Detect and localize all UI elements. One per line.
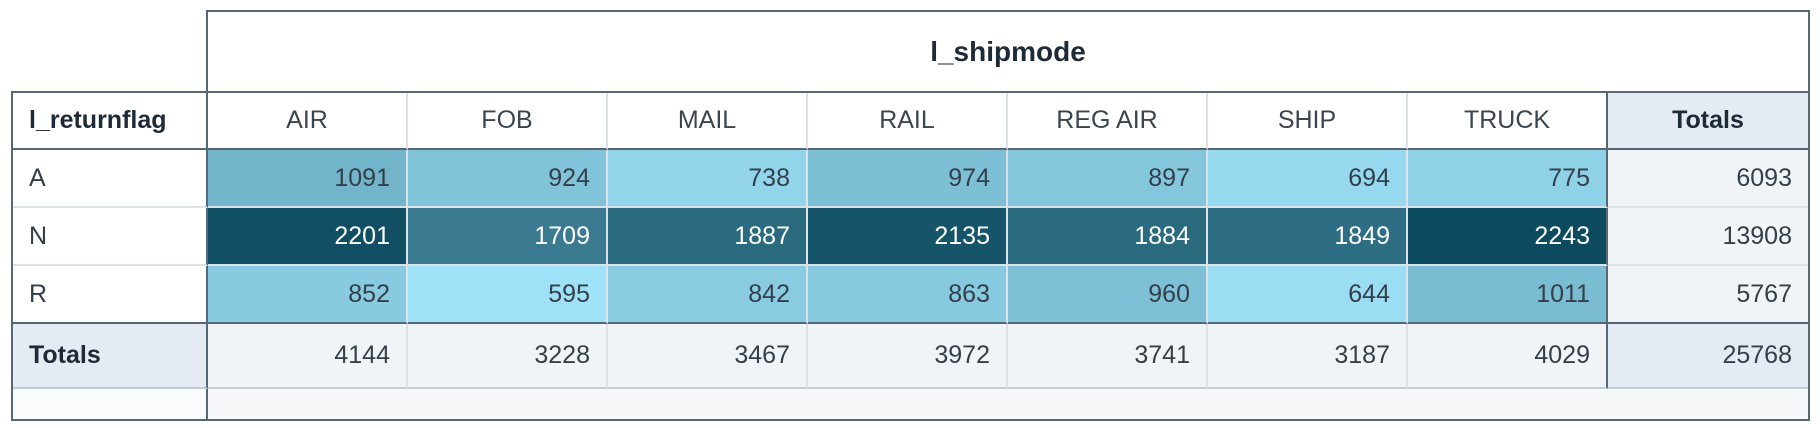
column-header-mail[interactable]: MAIL [608, 93, 808, 150]
column-total-fob[interactable]: 3228 [408, 324, 608, 389]
column-header-reg-air[interactable]: REG AIR [1008, 93, 1208, 150]
column-header-truck[interactable]: TRUCK [1408, 93, 1608, 150]
cell-r-fob[interactable]: 595 [408, 266, 608, 324]
row-header-n[interactable]: N [13, 208, 208, 266]
cell-r-rail[interactable]: 863 [808, 266, 1008, 324]
column-total-truck[interactable]: 4029 [1408, 324, 1608, 389]
cell-n-truck[interactable]: 2243 [1408, 208, 1608, 266]
cell-a-truck[interactable]: 775 [1408, 150, 1608, 208]
cell-a-ship[interactable]: 694 [1208, 150, 1408, 208]
cell-r-truck[interactable]: 1011 [1408, 266, 1608, 324]
column-total-ship[interactable]: 3187 [1208, 324, 1408, 389]
cell-r-air[interactable]: 852 [208, 266, 408, 324]
cell-n-reg-air[interactable]: 1884 [1008, 208, 1208, 266]
column-dimension-label: l_shipmode [930, 35, 1086, 67]
cell-a-mail[interactable]: 738 [608, 150, 808, 208]
column-total-reg-air[interactable]: 3741 [1008, 324, 1208, 389]
row-total-r[interactable]: 5767 [1608, 266, 1808, 324]
row-total-a[interactable]: 6093 [1608, 150, 1808, 208]
footer-spacer [208, 389, 1808, 419]
footer-row-header-spacer [13, 389, 208, 419]
column-total-mail[interactable]: 3467 [608, 324, 808, 389]
row-dimension-label: l_returnflag [13, 93, 208, 150]
grand-total[interactable]: 25768 [1608, 324, 1808, 389]
column-header-fob[interactable]: FOB [408, 93, 608, 150]
cell-r-ship[interactable]: 644 [1208, 266, 1408, 324]
cell-r-mail[interactable]: 842 [608, 266, 808, 324]
column-dimension-header: l_shipmode [206, 10, 1810, 91]
column-header-rail[interactable]: RAIL [808, 93, 1008, 150]
row-total-n[interactable]: 13908 [1608, 208, 1808, 266]
cell-a-rail[interactable]: 974 [808, 150, 1008, 208]
column-total-air[interactable]: 4144 [208, 324, 408, 389]
cell-a-fob[interactable]: 924 [408, 150, 608, 208]
cell-a-air[interactable]: 1091 [208, 150, 408, 208]
cell-a-reg-air[interactable]: 897 [1008, 150, 1208, 208]
row-header-a[interactable]: A [13, 150, 208, 208]
cell-n-ship[interactable]: 1849 [1208, 208, 1408, 266]
totals-row-header: Totals [13, 324, 208, 389]
cell-n-rail[interactable]: 2135 [808, 208, 1008, 266]
cell-n-air[interactable]: 2201 [208, 208, 408, 266]
column-header-air[interactable]: AIR [208, 93, 408, 150]
cell-n-mail[interactable]: 1887 [608, 208, 808, 266]
cell-r-reg-air[interactable]: 960 [1008, 266, 1208, 324]
totals-column-header: Totals [1608, 93, 1808, 150]
pivot-table: l_returnflag AIR FOB MAIL RAIL REG AIR S… [11, 91, 1810, 421]
column-total-rail[interactable]: 3972 [808, 324, 1008, 389]
row-header-r[interactable]: R [13, 266, 208, 324]
cell-n-fob[interactable]: 1709 [408, 208, 608, 266]
column-header-ship[interactable]: SHIP [1208, 93, 1408, 150]
